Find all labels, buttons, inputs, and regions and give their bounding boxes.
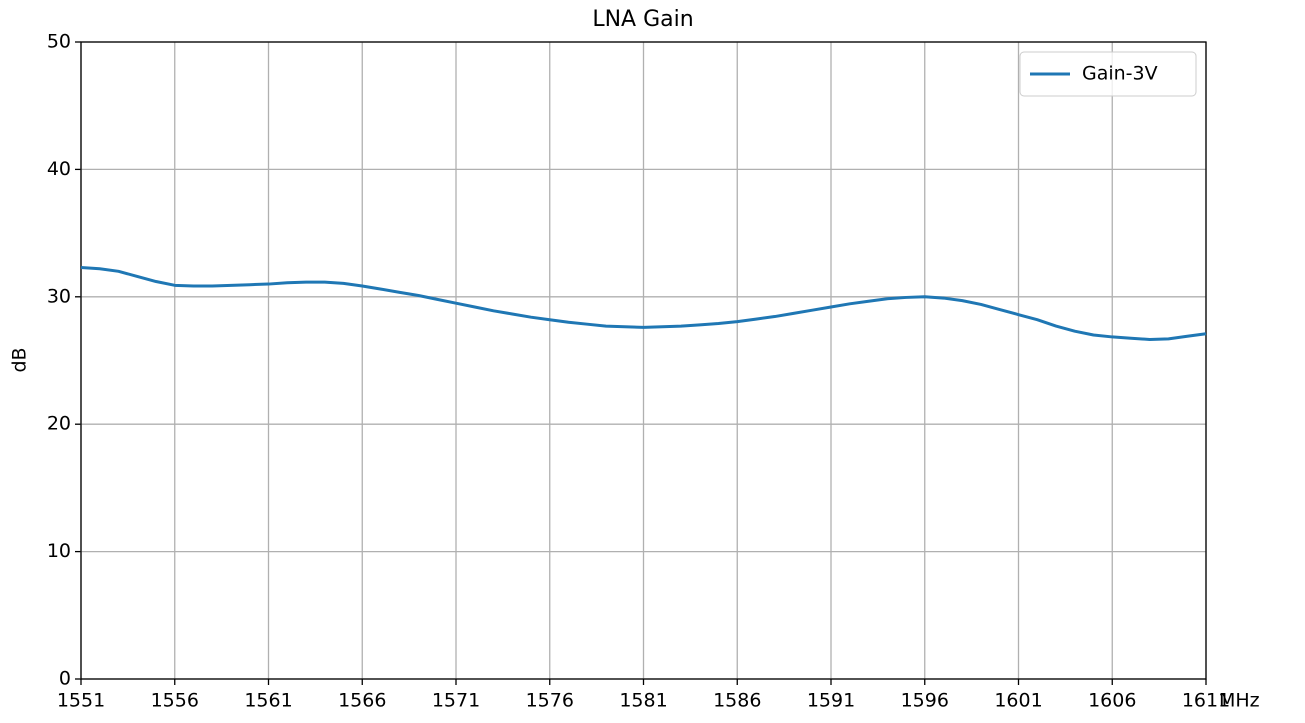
x-tick-label: 1591 [807,690,855,712]
x-tick-label: 1556 [151,690,199,712]
y-axis-label: dB [9,347,31,372]
y-tick-label: 30 [47,285,71,307]
x-axis-label: MHz [1219,690,1260,712]
y-tick-label: 10 [47,540,71,562]
plot-frame [80,41,1207,680]
x-tick-label: 1576 [526,690,574,712]
y-tick-label: 40 [47,158,71,180]
chart-title: LNA Gain [592,7,693,32]
x-tick-label: 1571 [432,690,480,712]
x-tick-label: 1566 [338,690,386,712]
x-tick-label: 1611 [1182,690,1230,712]
x-tick-label: 1581 [619,690,667,712]
y-tick-label: 20 [47,413,71,435]
x-tick-label: 1606 [1088,690,1136,712]
x-tick-label: 1596 [901,690,949,712]
legend-label: Gain-3V [1082,63,1158,85]
y-tick-label: 50 [47,31,71,53]
y-tick-label: 0 [59,668,71,690]
x-tick-label: 1586 [713,690,761,712]
x-tick-label: 1601 [994,690,1042,712]
line-series [80,266,1207,341]
x-tick-label: 1551 [57,690,105,712]
legend-box [1019,51,1197,97]
x-tick-label: 1561 [244,690,292,712]
